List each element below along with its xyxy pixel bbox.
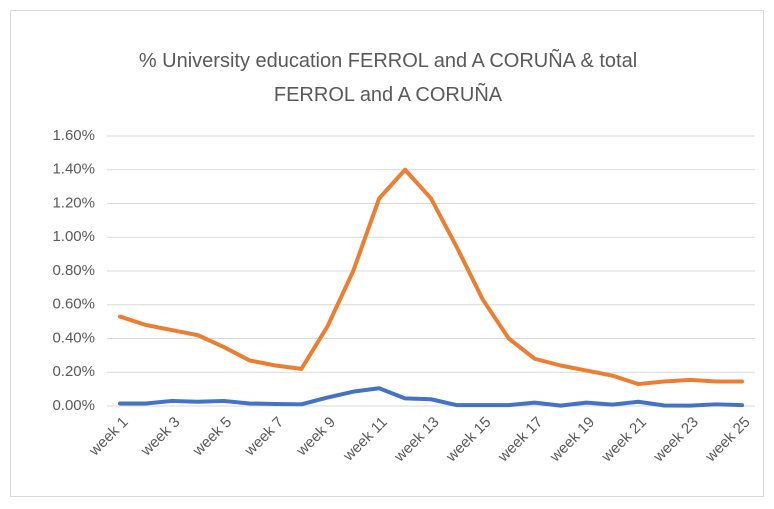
x-tick-label: week 21: [598, 414, 650, 466]
x-tick-label: week 11: [339, 414, 390, 465]
y-tick-label: 0.80%: [52, 262, 95, 279]
x-tick-label: week 5: [189, 414, 235, 460]
y-tick-label: 0.40%: [52, 329, 95, 346]
series-line: [117, 167, 745, 387]
y-tick-label: 0.20%: [52, 363, 95, 380]
y-tick-label: 0.00%: [52, 397, 95, 414]
series-line: [117, 386, 745, 408]
x-tick-label: week 25: [701, 414, 753, 466]
x-tick-label: week 17: [494, 414, 546, 466]
y-tick-label: 0.60%: [52, 296, 95, 313]
y-tick-label: 1.40%: [52, 161, 95, 178]
y-tick-label: 1.60%: [52, 127, 95, 144]
x-tick-label: week 19: [546, 414, 598, 466]
x-tick-label: week 13: [390, 414, 442, 466]
y-tick-label: 1.00%: [52, 228, 95, 245]
y-tick-label: 1.20%: [52, 194, 95, 211]
x-tick-label: week 1: [85, 414, 131, 460]
x-tick-label: week 3: [137, 414, 183, 460]
chart-frame: [10, 10, 764, 497]
x-tick-label: week 15: [442, 414, 494, 466]
chart-title: % University education FERROL and A CORU…: [138, 50, 638, 106]
x-tick-label: week 23: [650, 414, 702, 466]
x-tick-label: week 7: [241, 414, 287, 460]
x-tick-label: week 9: [293, 414, 339, 460]
